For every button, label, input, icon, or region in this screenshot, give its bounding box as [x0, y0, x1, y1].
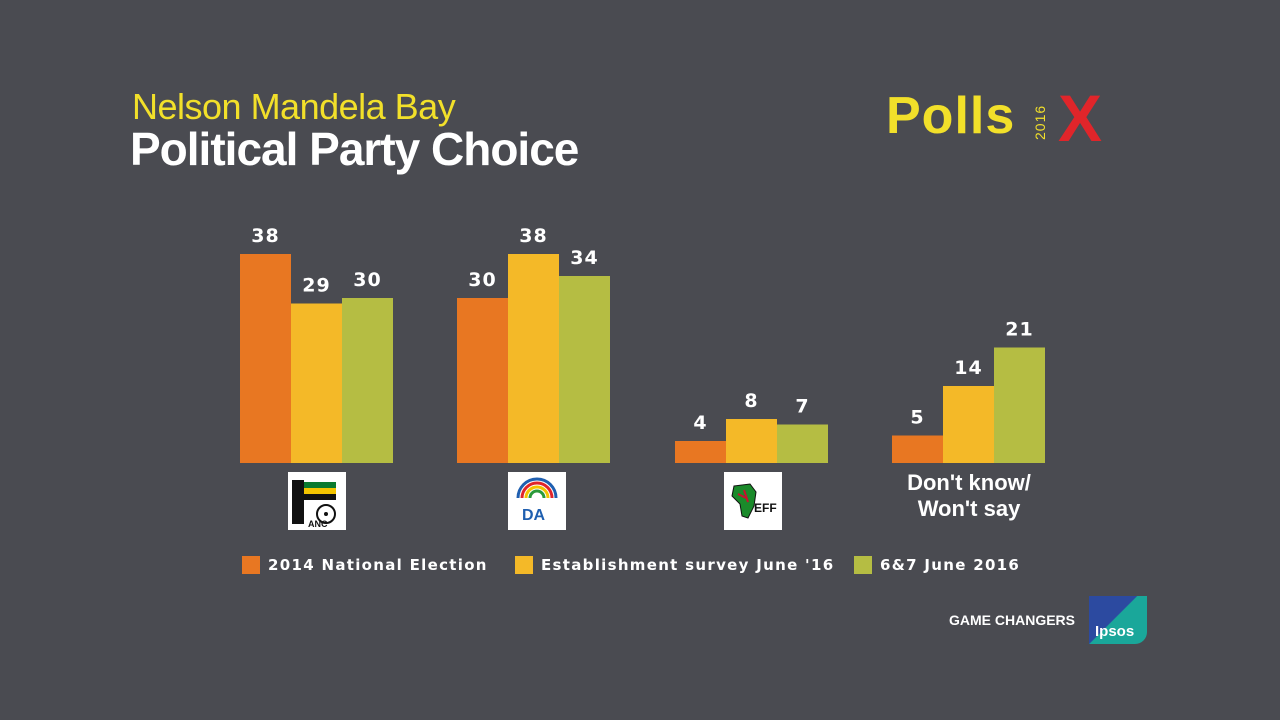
da-logo: DA — [508, 472, 566, 530]
data-label-2-0: 4 — [693, 412, 707, 434]
category-label-dont-know: Don't know/ Won't say — [907, 470, 1031, 521]
data-label-1-0: 30 — [468, 269, 496, 291]
bar-2-1 — [726, 419, 777, 463]
legend-item-2014: 2014 National Election — [242, 556, 488, 574]
legend-label-2014: 2014 National Election — [268, 556, 488, 574]
polls-2016-logo: Polls 2016 X — [886, 81, 1118, 155]
ipsos-logo-text: Ipsos — [1095, 623, 1135, 640]
anc-logo: ANC — [288, 472, 346, 530]
bar-3-1 — [943, 386, 994, 463]
legend-label-establishment: Establishment survey June '16 — [541, 556, 835, 574]
chart-title: Political Party Choice — [130, 123, 579, 175]
data-label-3-0: 5 — [910, 407, 924, 429]
bar-1-0 — [457, 298, 508, 463]
bar-3-2 — [994, 347, 1045, 463]
legend-swatch-2014 — [242, 556, 260, 574]
bar-1-1 — [508, 254, 559, 463]
ipsos-logo: Ipsos — [1089, 596, 1147, 644]
chart-subtitle: Nelson Mandela Bay — [132, 86, 456, 127]
data-label-1-2: 34 — [570, 247, 598, 269]
data-label-3-1: 14 — [954, 357, 982, 379]
data-label-3-2: 21 — [1005, 319, 1033, 341]
data-label-0-1: 29 — [302, 275, 330, 297]
bar-0-0 — [240, 254, 291, 463]
polls-logo-x: X — [1058, 81, 1103, 155]
da-logo-text: DA — [522, 507, 546, 524]
bar-2-2 — [777, 424, 828, 463]
legend-swatch-june-2016 — [854, 556, 872, 574]
anc-logo-text: ANC — [308, 519, 328, 529]
legend-swatch-establishment — [515, 556, 533, 574]
data-label-2-1: 8 — [744, 390, 758, 412]
eff-logo-text: EFF — [754, 501, 777, 515]
data-label-1-1: 38 — [519, 225, 547, 247]
data-label-0-0: 38 — [251, 225, 279, 247]
eff-logo: EFF — [724, 472, 782, 530]
bar-2-0 — [675, 441, 726, 463]
legend-item-june-2016: 6&7 June 2016 — [854, 556, 1020, 574]
game-changers-tagline: GAME CHANGERS — [949, 612, 1076, 628]
legend-item-establishment: Establishment survey June '16 — [515, 556, 834, 574]
polls-logo-word: Polls — [886, 87, 1016, 145]
bar-0-2 — [342, 298, 393, 463]
bar-3-0 — [892, 435, 943, 463]
data-label-2-2: 7 — [795, 396, 809, 418]
bar-1-2 — [559, 276, 610, 463]
bar-0-1 — [291, 303, 342, 463]
data-label-0-2: 30 — [353, 269, 381, 291]
legend-label-june-2016: 6&7 June 2016 — [880, 556, 1021, 574]
